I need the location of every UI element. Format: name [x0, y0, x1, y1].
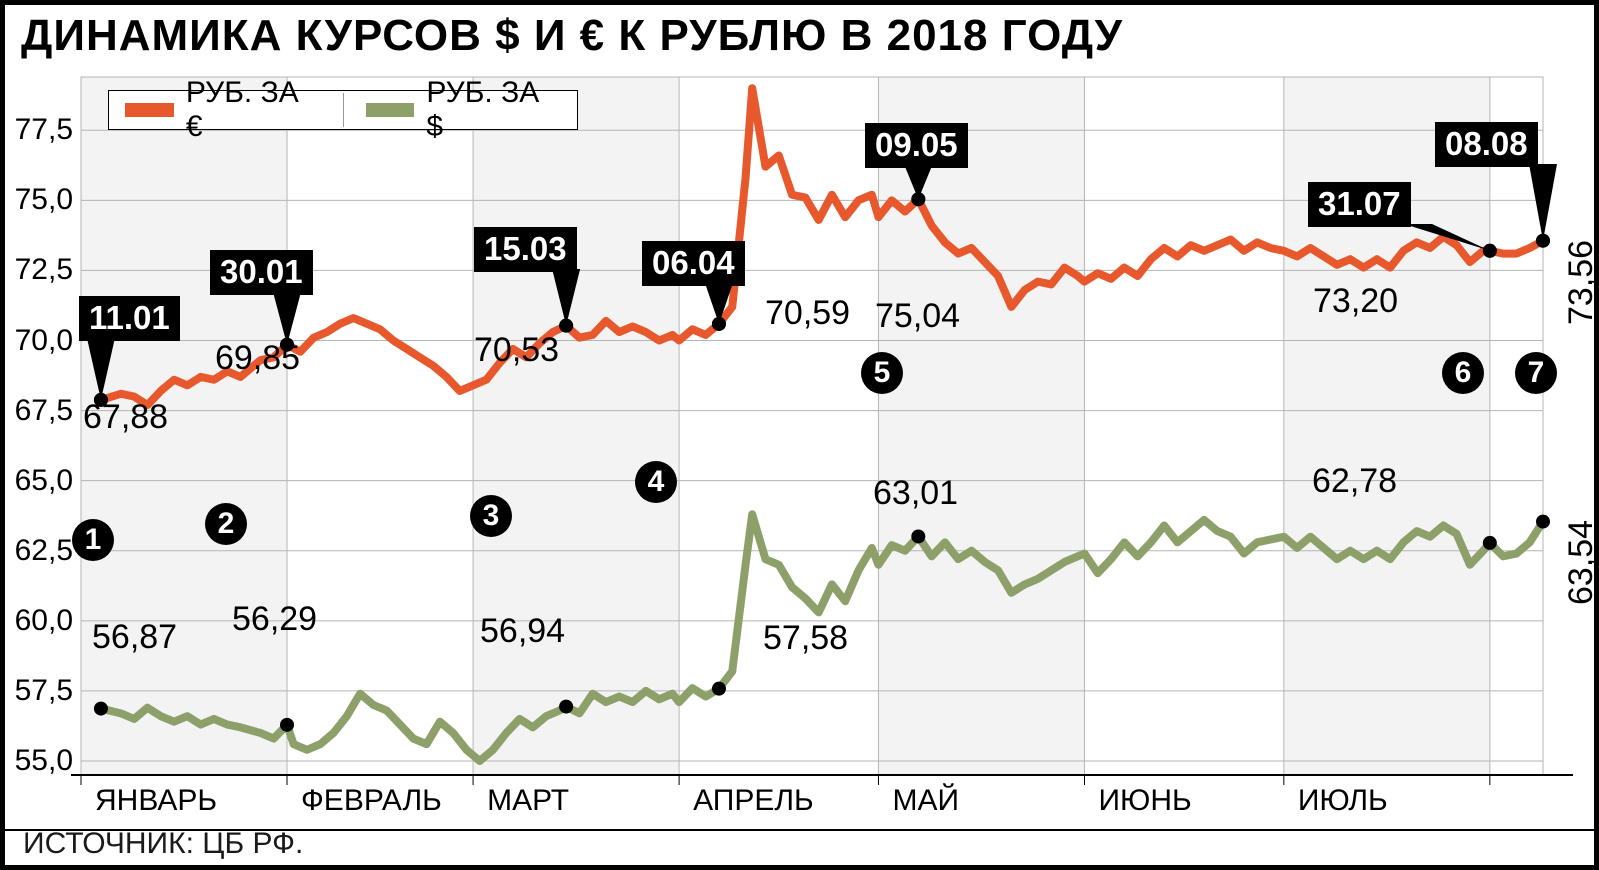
value-annotation: 56,29 [232, 600, 317, 639]
legend-label-eur: РУБ. ЗА € [186, 76, 321, 144]
legend: РУБ. ЗА € РУБ. ЗА $ [108, 90, 578, 130]
end-value-label: 63,54 [1562, 520, 1599, 605]
value-annotation: 62,78 [1312, 462, 1397, 501]
value-annotation: 69,85 [215, 339, 300, 378]
legend-swatch-eur [125, 103, 174, 117]
value-annotation: 70,53 [474, 331, 559, 370]
date-callout: 30.01 [210, 250, 313, 295]
event-badge: 3 [470, 495, 512, 537]
event-badge: 1 [72, 519, 114, 561]
legend-item-eur: РУБ. ЗА € [125, 76, 321, 144]
value-annotation: 56,94 [480, 612, 565, 651]
date-callout: 09.05 [865, 123, 968, 168]
legend-separator [343, 93, 344, 127]
legend-label-usd: РУБ. ЗА $ [426, 76, 561, 144]
value-annotation: 75,04 [875, 297, 960, 336]
value-annotation: 73,20 [1313, 282, 1398, 321]
date-callout: 15.03 [474, 227, 577, 272]
value-annotation: 57,58 [763, 619, 848, 658]
date-callout: 31.07 [1308, 182, 1411, 227]
date-callout: 08.08 [1435, 122, 1538, 167]
event-badge: 7 [1515, 352, 1557, 394]
date-callout: 06.04 [642, 241, 745, 286]
event-badge: 6 [1442, 352, 1484, 394]
value-annotation: 56,87 [92, 618, 177, 657]
value-annotation: 63,01 [873, 474, 958, 513]
legend-swatch-usd [366, 103, 415, 117]
value-annotation: 67,88 [83, 398, 168, 437]
event-badge: 5 [861, 352, 903, 394]
date-callout: 11.01 [79, 296, 180, 341]
event-badge: 2 [205, 503, 247, 545]
event-badge: 4 [635, 461, 677, 503]
value-annotation: 70,59 [765, 294, 850, 333]
legend-item-usd: РУБ. ЗА $ [366, 76, 562, 144]
end-value-label: 73,56 [1562, 240, 1599, 325]
